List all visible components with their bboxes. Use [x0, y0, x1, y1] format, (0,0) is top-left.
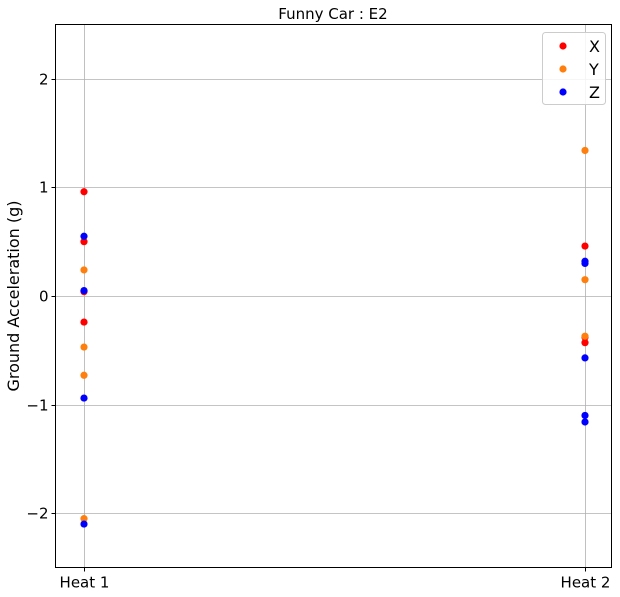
- legend-marker-x: [559, 42, 567, 50]
- data-point-y: [80, 515, 88, 523]
- data-point-x: [80, 238, 88, 246]
- y-axis-label: Ground Acceleration (g): [4, 200, 23, 391]
- legend: XYZ: [542, 32, 606, 105]
- legend-box: [542, 32, 606, 105]
- data-point-z: [80, 520, 88, 528]
- y-tick-label: 1: [39, 179, 49, 197]
- data-point-z: [80, 232, 88, 240]
- legend-marker-z: [559, 88, 567, 96]
- data-point-z: [80, 394, 88, 402]
- legend-marker-y: [559, 65, 567, 73]
- data-points: [80, 146, 589, 528]
- y-tick-label: 2: [39, 71, 49, 89]
- data-point-y: [581, 146, 589, 155]
- y-tick-label: −1: [26, 397, 48, 415]
- x-tick-label: Heat 1: [60, 574, 110, 592]
- data-point-z: [581, 354, 589, 362]
- data-point-x: [581, 339, 589, 347]
- legend-label-x: X: [589, 37, 600, 56]
- data-point-y: [581, 332, 589, 340]
- data-point-z: [581, 411, 589, 420]
- data-point-z: [581, 418, 589, 426]
- chart-title: Funny Car : E2: [278, 5, 387, 23]
- data-point-x: [80, 318, 88, 326]
- plot-frame: [55, 24, 612, 568]
- data-point-x: [80, 188, 88, 196]
- x-axis-ticks: Heat 1 Heat 2: [60, 567, 611, 592]
- data-point-y: [80, 343, 88, 351]
- y-tick-label: −2: [26, 505, 48, 523]
- y-axis-ticks: −2 −1 0 1 2: [26, 71, 56, 523]
- data-point-z: [80, 286, 88, 295]
- data-point-z: [581, 259, 589, 268]
- data-point-x: [581, 242, 589, 250]
- grid-lines: [55, 24, 612, 568]
- y-tick-label: 0: [39, 288, 49, 306]
- data-point-y: [80, 371, 88, 379]
- legend-label-y: Y: [588, 60, 599, 79]
- legend-label-z: Z: [589, 83, 600, 102]
- data-point-y: [80, 266, 88, 274]
- x-tick-label: Heat 2: [561, 574, 611, 592]
- data-point-y: [581, 276, 589, 284]
